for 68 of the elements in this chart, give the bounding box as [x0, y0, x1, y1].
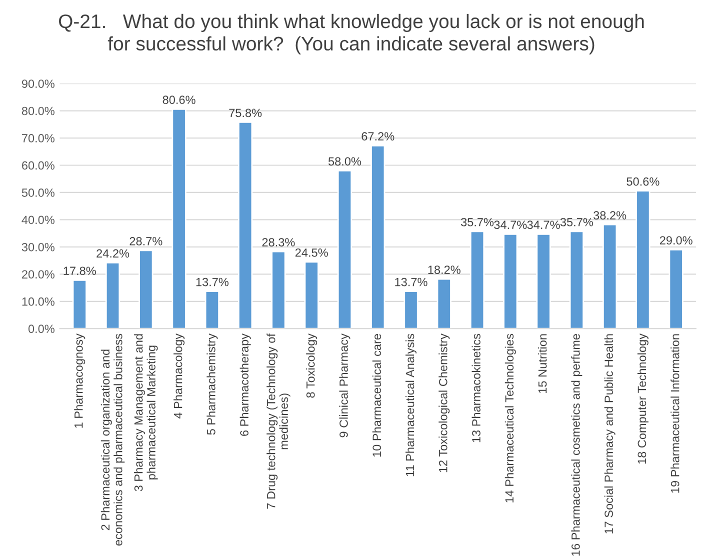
x-tick-label: 8 Toxicology: [306, 334, 318, 398]
bar: [271, 250, 286, 329]
x-tick-label: 2 Pharmaceutical organization and economics and pharmaceutical business: [100, 334, 125, 546]
chart-title: Q-21. What do you think what knowledge you lack or is not enough for successful work? (You can indicate several answers): [58, 14, 644, 54]
x-tick-label: 9 Clinical Pharmacy: [339, 334, 350, 438]
bar: [404, 290, 418, 329]
bar: [436, 278, 452, 329]
bar: [105, 262, 120, 329]
x-tick-label: 10 Pharmaceutical care: [372, 334, 382, 457]
x-tick-label: 5 Pharmachemistry: [206, 334, 218, 435]
x-tick-label: 17 Social Pharmacy and Public Health: [604, 334, 616, 534]
y-tick-label: 60.0%: [22, 161, 54, 170]
bar: [569, 230, 584, 329]
data-label: 58.0%: [328, 157, 362, 166]
x-tick-label: 13 Pharmacokinetics: [472, 334, 480, 442]
data-label: 75.8%: [229, 108, 262, 118]
data-label: 29.0%: [660, 236, 692, 245]
x-tick-label: 12 Toxicological Chemistry: [438, 334, 450, 472]
data-label: 18.2%: [428, 266, 460, 274]
data-label: 28.7%: [130, 237, 162, 246]
bar: [337, 170, 352, 329]
x-tick-label: 7 Drug technology (Technology of medicines): [266, 333, 290, 509]
bar: [370, 144, 386, 329]
x-tick-label: 1 Pharmacognosy: [74, 334, 86, 428]
bar: [238, 122, 253, 329]
bar: [72, 279, 87, 329]
bar: [172, 108, 186, 329]
data-label: 17.8%: [64, 266, 96, 276]
y-tick-label: 0.0%: [28, 324, 54, 334]
data-label: 28.3%: [262, 238, 295, 246]
x-tick-label: 16 Pharmaceutical cosmetics and perfume: [571, 334, 582, 556]
x-tick-label: 11 Pharmaceutical Analysis: [405, 334, 416, 476]
bar: [536, 233, 551, 329]
data-label: 35.7%: [560, 218, 593, 226]
y-tick-label: 20.0%: [22, 270, 54, 279]
y-tick-label: 90.0%: [22, 80, 54, 88]
data-label: 24.2%: [96, 249, 130, 258]
y-tick-label: 50.0%: [22, 188, 54, 197]
y-tick-label: 10.0%: [22, 297, 54, 306]
data-label: 38.2%: [594, 211, 626, 220]
x-tick-label: 4 Pharmacology: [174, 334, 185, 419]
y-tick-label: 70.0%: [22, 134, 54, 142]
y-tick-label: 40.0%: [22, 216, 54, 224]
x-tick-label: 3 Pharmacy Management and pharmaceutical Marketing: [134, 334, 158, 492]
x-tick-label: 15 Nutrition: [538, 334, 547, 393]
bar: [668, 248, 684, 329]
data-label: 34.7%: [494, 220, 527, 230]
x-tick-label: 19 Pharmaceutical Information: [670, 334, 680, 493]
x-tick-label: 14 Pharmaceutical Technologies: [504, 334, 516, 502]
data-label: 67.2%: [362, 132, 394, 141]
data-label: 34.7%: [527, 220, 560, 230]
bar: [138, 250, 154, 329]
data-label: 35.7%: [460, 218, 494, 226]
bar: [470, 230, 485, 329]
bar: [204, 290, 220, 329]
x-tick-label: 18 Computer Technology: [637, 334, 648, 464]
data-label: 24.5%: [295, 248, 328, 257]
bar: [304, 261, 319, 329]
data-label: 80.6%: [162, 96, 196, 104]
data-label: 13.7%: [196, 278, 228, 286]
bar: [503, 233, 518, 329]
y-tick-label: 30.0%: [22, 242, 54, 252]
bar: [636, 190, 650, 329]
bar: [602, 224, 618, 329]
data-label: 13.7%: [395, 278, 428, 286]
y-tick-label: 80.0%: [22, 106, 54, 116]
data-label: 50.6%: [626, 177, 660, 186]
x-tick-label: 6 Pharmacotherapy: [240, 334, 251, 436]
